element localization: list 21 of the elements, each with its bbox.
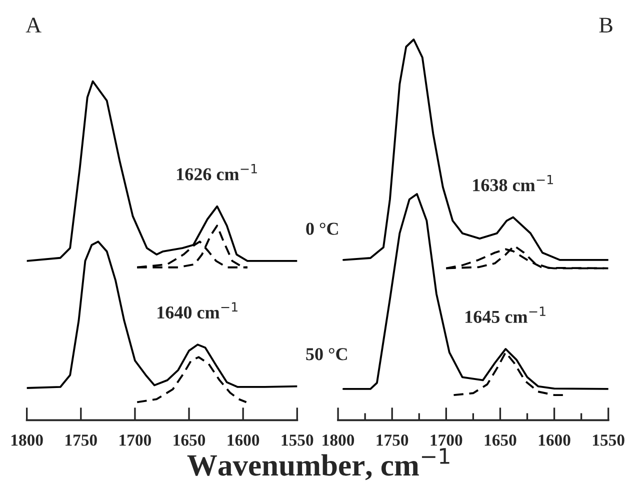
x-tick-label: 1550 bbox=[592, 434, 624, 446]
x-axis-title: Wavenumber, cm$^{−1}$ bbox=[187, 448, 450, 480]
annotation: 1638 cm$^{−1}$ bbox=[473, 174, 553, 192]
x-tick-label: 1600 bbox=[538, 434, 570, 446]
x-tick-label: 1750 bbox=[376, 434, 408, 446]
annotation: 1626 cm$^{−1}$ bbox=[177, 164, 257, 180]
x-tick-label: 1700 bbox=[120, 434, 151, 446]
chart-title: B bbox=[599, 18, 612, 32]
annotation: 50 °C bbox=[306, 348, 347, 360]
x-tick-label: 1550 bbox=[282, 434, 314, 446]
x-tick-label: 1600 bbox=[228, 434, 260, 446]
annotation: 1640 cm$^{−1}$ bbox=[158, 302, 238, 319]
x-tick-label: 1650 bbox=[174, 434, 206, 446]
x-tick-label: 1700 bbox=[430, 434, 462, 446]
x-tick-label: 1650 bbox=[484, 434, 516, 446]
annotation: 1645 cm$^{−1}$ bbox=[466, 306, 546, 323]
text: 0 °C bbox=[306, 222, 338, 235]
x-tick-label: 1800 bbox=[12, 434, 43, 446]
x-tick-label: 1800 bbox=[322, 434, 354, 446]
chart-title: A bbox=[26, 18, 42, 32]
x-tick-label: 1750 bbox=[66, 434, 97, 446]
